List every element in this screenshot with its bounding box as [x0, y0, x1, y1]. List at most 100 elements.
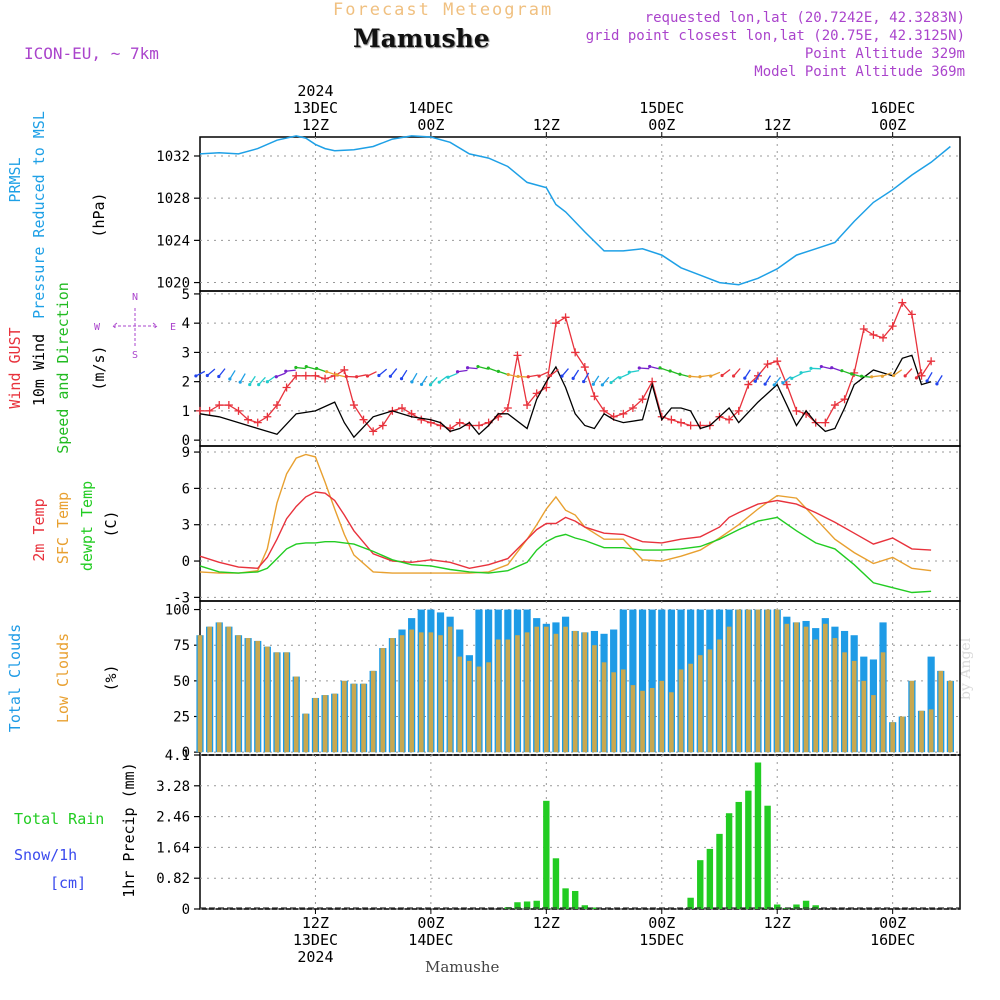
- rain-bar: [552, 858, 560, 909]
- low-clouds-bar: [899, 716, 905, 753]
- low-clouds-bar: [717, 639, 722, 753]
- total-clouds-bar: [648, 609, 656, 753]
- low-clouds-bar: [428, 632, 434, 753]
- low-clouds-bar: [216, 622, 222, 753]
- wind-arrow: [629, 369, 640, 373]
- low-clouds-bar: [620, 669, 626, 753]
- wind-arrow: [679, 373, 690, 378]
- total-clouds-bar: [658, 609, 666, 753]
- wind-arrow-head: [194, 374, 198, 378]
- wind-arrow-head: [850, 372, 854, 376]
- wind-gust-marker: [628, 403, 637, 412]
- temperature-ytick-label: 9: [182, 445, 190, 461]
- wind-gust-marker: [359, 415, 368, 424]
- model-point-altitude: Model Point Altitude 369m: [754, 64, 965, 80]
- wind-gust-marker: [224, 401, 233, 410]
- wind-gust-marker: [311, 371, 320, 380]
- rain-bar: [774, 904, 781, 909]
- precip-label-cm: [cm]: [50, 874, 86, 892]
- temp-label-sfc: SFC Temp: [54, 492, 72, 564]
- wind-arrow: [861, 375, 872, 378]
- footer-location: Mamushe: [425, 958, 500, 976]
- low-clouds-bar: [592, 645, 597, 753]
- precip-ytick-label: 2.46: [156, 810, 190, 826]
- precip-label-rain: Total Rain: [14, 810, 104, 828]
- wind-gust-marker: [763, 360, 772, 369]
- wind-arrow-head: [506, 372, 510, 377]
- low-clouds-bar: [746, 609, 751, 753]
- top-time-label: 14DEC: [408, 99, 453, 117]
- temperature-ytick-label: 6: [182, 481, 190, 497]
- wind-arrow-head: [709, 374, 713, 378]
- wind-gust-marker: [244, 415, 253, 424]
- wind-arrow: [518, 375, 529, 378]
- low-clouds-bar: [361, 683, 366, 753]
- low-clouds-bar: [544, 626, 549, 753]
- wind-arrow: [773, 376, 782, 386]
- wind-arrow-head: [935, 382, 939, 386]
- wind-arrow: [550, 368, 559, 377]
- wind-arrow-head: [753, 379, 757, 383]
- wind-arrow-head: [526, 375, 530, 379]
- wind-arrow: [389, 368, 398, 377]
- wind-arrow: [619, 373, 630, 379]
- low-clouds-bar: [630, 685, 636, 753]
- wind-arrow-head: [274, 375, 278, 379]
- wind-ytick-label: 0: [182, 433, 190, 449]
- low-clouds-bar: [236, 635, 241, 753]
- low-clouds-bar: [332, 693, 337, 753]
- wind-arrow: [710, 371, 721, 377]
- pressure-frame: [199, 136, 961, 292]
- low-clouds-bar: [649, 687, 655, 753]
- wind-arrow: [538, 371, 549, 377]
- chart-kind-title: Forecast Meteogram: [333, 0, 554, 20]
- wind-arrow-head: [582, 379, 586, 384]
- wind-gust-marker: [196, 406, 204, 415]
- wind-gust-marker: [571, 348, 580, 357]
- wind-gust-marker: [205, 406, 214, 415]
- wind-arrow: [508, 373, 519, 378]
- low-clouds-bar: [226, 626, 232, 753]
- precip-unit-label: 1hr Precip (mm): [120, 762, 138, 897]
- low-clouds-bar: [765, 609, 770, 753]
- rain-bar: [697, 860, 704, 909]
- wind-gust-marker: [677, 418, 686, 427]
- wind-arrow-head: [377, 373, 381, 378]
- wind-arrow: [610, 375, 620, 384]
- pressure-panel: 1020 1024 1028 1032: [156, 136, 961, 292]
- wind-arrow-head: [819, 364, 823, 369]
- wind-arrow: [336, 374, 347, 378]
- low-clouds-bar: [284, 652, 289, 753]
- low-clouds-bar: [919, 710, 924, 753]
- wind-arrow: [893, 369, 903, 377]
- wind-arrow-head: [428, 383, 433, 387]
- wind-arrow-head: [914, 376, 919, 380]
- compass-cross: [112, 308, 158, 346]
- wind-arrow: [276, 372, 286, 378]
- low-clouds-bar: [890, 722, 895, 753]
- wind-arrow: [754, 372, 761, 382]
- wind-arrow-head: [799, 371, 803, 375]
- wind-gust-marker: [349, 401, 358, 410]
- low-clouds-bar: [390, 638, 395, 753]
- wind-arrow-head: [419, 382, 424, 387]
- total-clouds-bar: [667, 609, 675, 753]
- low-clouds-bar: [486, 662, 491, 753]
- clouds-ytick-label: 25: [173, 710, 190, 726]
- wind-gust-marker: [253, 418, 262, 427]
- pressure-ytick-label: 1028: [156, 191, 190, 207]
- wind-arrow: [326, 371, 337, 376]
- low-clouds-bar: [640, 690, 645, 753]
- wind-arrow: [926, 371, 933, 382]
- wind-arrow-head: [571, 376, 575, 380]
- rain-bar: [543, 800, 550, 909]
- low-clouds-bar: [399, 635, 405, 753]
- low-clouds-bar: [351, 683, 357, 753]
- low-clouds-bar: [467, 660, 472, 753]
- temp-dewpt-line: [199, 516, 932, 594]
- pressure-unit-label: (hPa): [90, 192, 108, 237]
- low-clouds-bar: [380, 648, 386, 753]
- low-clouds-bar: [342, 680, 347, 753]
- rain-bar: [562, 888, 569, 909]
- wind-arrow: [882, 371, 892, 377]
